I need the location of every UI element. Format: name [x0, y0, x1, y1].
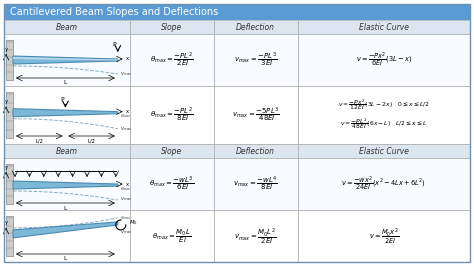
- Text: L/2: L/2: [88, 139, 96, 143]
- Bar: [214, 86, 298, 144]
- Text: Deflection: Deflection: [236, 23, 275, 31]
- Bar: [298, 86, 470, 144]
- Text: Slope: Slope: [161, 23, 182, 31]
- Bar: [130, 34, 214, 86]
- Text: L: L: [64, 206, 67, 210]
- Text: $\theta_{max} = \dfrac{-PL^2}{2EI}$: $\theta_{max} = \dfrac{-PL^2}{2EI}$: [150, 51, 193, 69]
- Bar: [4, 34, 130, 86]
- Text: x: x: [126, 109, 129, 114]
- Bar: [214, 34, 298, 86]
- Bar: [298, 158, 470, 210]
- Text: $v_{max} = \dfrac{-PL^3}{3EI}$: $v_{max} = \dfrac{-PL^3}{3EI}$: [234, 51, 277, 69]
- Text: Cantilevered Beam Slopes and Deflections: Cantilevered Beam Slopes and Deflections: [10, 7, 218, 17]
- Bar: [130, 144, 214, 158]
- Bar: [130, 210, 214, 262]
- Bar: [6, 92, 13, 138]
- Bar: [4, 86, 130, 144]
- Text: L: L: [64, 256, 67, 261]
- Bar: [6, 164, 13, 204]
- Text: y: y: [5, 47, 8, 52]
- Text: P: P: [112, 43, 116, 48]
- Text: $\theta_{max} = \dfrac{M_0 L}{EI}$: $\theta_{max} = \dfrac{M_0 L}{EI}$: [152, 227, 191, 245]
- Bar: [6, 40, 13, 80]
- Bar: [214, 210, 298, 262]
- Text: $M_0$: $M_0$: [129, 218, 137, 227]
- Text: $v_{max} = \dfrac{-5PL^3}{48EI}$: $v_{max} = \dfrac{-5PL^3}{48EI}$: [232, 106, 280, 124]
- Polygon shape: [13, 109, 118, 117]
- Bar: [130, 86, 214, 144]
- Text: $v = \dfrac{-Px^2}{6EI}(3L - x)$: $v = \dfrac{-Px^2}{6EI}(3L - x)$: [356, 51, 412, 69]
- Text: $v_{max}$: $v_{max}$: [120, 125, 133, 133]
- Text: $v = \dfrac{-PL^2}{48EI}(6x - L)\quad L/2 \leq x \leq L$: $v = \dfrac{-PL^2}{48EI}(6x - L)\quad L/…: [340, 117, 428, 132]
- Text: x: x: [126, 56, 129, 61]
- Text: Elastic Curve: Elastic Curve: [359, 147, 409, 156]
- Polygon shape: [13, 56, 118, 64]
- Bar: [4, 4, 470, 20]
- Bar: [298, 34, 470, 86]
- Bar: [214, 144, 298, 158]
- Bar: [4, 158, 130, 210]
- Text: Deflection: Deflection: [236, 147, 275, 156]
- Bar: [298, 210, 470, 262]
- Text: Beam: Beam: [56, 147, 78, 156]
- Polygon shape: [13, 57, 118, 60]
- Bar: [4, 210, 130, 262]
- Text: $v_{max}$: $v_{max}$: [120, 228, 133, 236]
- Text: L: L: [64, 81, 67, 85]
- Text: x: x: [126, 181, 129, 186]
- Text: Slope: Slope: [161, 147, 182, 156]
- Text: y: y: [5, 165, 8, 169]
- Bar: [130, 20, 214, 34]
- Polygon shape: [13, 222, 118, 238]
- Text: $v = \dfrac{-wx^2}{24EI}(x^2 - 4Lx + 6L^2)$: $v = \dfrac{-wx^2}{24EI}(x^2 - 4Lx + 6L^…: [341, 175, 426, 193]
- Text: $\theta_{max}$: $\theta_{max}$: [120, 214, 131, 222]
- Text: $v = \dfrac{M_0 x^2}{2EI}$: $v = \dfrac{M_0 x^2}{2EI}$: [369, 226, 399, 246]
- Polygon shape: [13, 181, 118, 189]
- Text: $v_{max} = \dfrac{-wL^4}{8EI}$: $v_{max} = \dfrac{-wL^4}{8EI}$: [233, 175, 278, 193]
- Text: P: P: [61, 97, 64, 102]
- Text: y: y: [5, 221, 8, 225]
- Bar: [214, 20, 298, 34]
- Bar: [4, 20, 130, 34]
- Text: Beam: Beam: [56, 23, 78, 31]
- Text: $\theta_{max} = \dfrac{-PL^2}{8EI}$: $\theta_{max} = \dfrac{-PL^2}{8EI}$: [150, 106, 193, 124]
- Text: $v_{max}$: $v_{max}$: [120, 195, 133, 203]
- Bar: [4, 144, 130, 158]
- Bar: [130, 158, 214, 210]
- Text: $v = \dfrac{-Px^2}{12EI}(3L - 2x)\quad 0 \leq x \leq L/2$: $v = \dfrac{-Px^2}{12EI}(3L - 2x)\quad 0…: [338, 98, 429, 113]
- Text: $\theta_{max}$: $\theta_{max}$: [120, 185, 131, 193]
- Text: $\theta_{max} = \dfrac{-wL^3}{6EI}$: $\theta_{max} = \dfrac{-wL^3}{6EI}$: [149, 175, 194, 193]
- Text: L/2: L/2: [35, 139, 43, 143]
- Bar: [214, 158, 298, 210]
- Text: $\theta_{max}$: $\theta_{max}$: [120, 113, 131, 120]
- Bar: [6, 216, 13, 256]
- Text: Elastic Curve: Elastic Curve: [359, 23, 409, 31]
- Bar: [298, 20, 470, 34]
- Text: $v_{max} = \dfrac{M_0 L^2}{2EI}$: $v_{max} = \dfrac{M_0 L^2}{2EI}$: [234, 226, 277, 246]
- Bar: [298, 144, 470, 158]
- Text: y: y: [5, 99, 8, 104]
- Text: $v_{max}$: $v_{max}$: [120, 70, 133, 78]
